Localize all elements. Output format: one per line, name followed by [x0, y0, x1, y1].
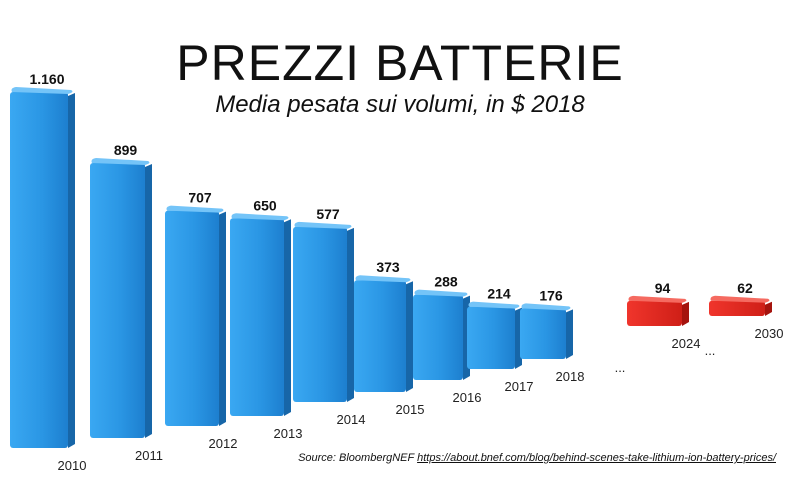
category-label-2015: 2015	[396, 402, 425, 417]
category-label-2014: 2014	[337, 412, 366, 427]
bar-front-face	[709, 300, 765, 316]
bar-side-face	[284, 219, 291, 416]
category-label-2012: 2012	[209, 436, 238, 451]
gap-marker: ...	[705, 343, 716, 358]
bar-front-face	[354, 280, 406, 392]
bar-top-cap	[231, 213, 289, 221]
bar-top-cap	[166, 205, 224, 213]
value-label-2015: 373	[376, 259, 400, 275]
bar-front-face	[10, 92, 68, 448]
bar-top-cap	[11, 87, 73, 94]
bar-top-cap	[710, 295, 770, 303]
category-label-2030: 2030	[755, 326, 784, 341]
category-label-2016: 2016	[453, 390, 482, 405]
value-label-2012: 707	[188, 190, 212, 206]
bar-front-face	[293, 226, 347, 402]
value-label-2010: 1.160	[29, 71, 64, 87]
category-label-2024: 2024	[672, 336, 701, 351]
source-prefix: Source: BloombergNEF	[298, 452, 415, 464]
bar-side-face	[145, 164, 152, 438]
bar-2011	[90, 158, 152, 438]
value-label-2024: 94	[655, 280, 671, 296]
bars-group: 1.160 2010 899 2011 707 2012 650 2013 577 2014 373…	[10, 71, 783, 473]
bar-2014	[293, 221, 354, 402]
chart-title: PREZZI BATTERIE	[176, 35, 624, 91]
source-link[interactable]: https://about.bnef.com/blog/behind-scene…	[417, 452, 776, 464]
bar-top-cap	[414, 289, 468, 297]
bar-side-face	[566, 309, 573, 359]
bar-front-face	[627, 300, 682, 326]
bar-top-cap	[468, 301, 520, 309]
bar-front-face	[90, 163, 145, 438]
source-note: Source: BloombergNEF https://about.bnef.…	[298, 452, 776, 464]
bar-side-face	[682, 301, 689, 326]
bar-top-cap	[355, 275, 411, 283]
bar-front-face	[413, 294, 463, 380]
bar-side-face	[765, 301, 772, 316]
bar-top-cap	[91, 158, 150, 165]
bar-front-face	[230, 218, 284, 416]
bar-2017	[467, 301, 522, 369]
bar-2018	[520, 303, 573, 359]
value-label-2030: 62	[737, 280, 753, 296]
category-label-2017: 2017	[505, 379, 534, 394]
bar-front-face	[165, 210, 219, 426]
bar-2016	[413, 289, 470, 380]
bar-side-face	[219, 211, 226, 426]
bar-2010	[10, 87, 75, 448]
bar-2024	[627, 295, 689, 326]
value-label-2018: 176	[539, 287, 563, 303]
category-label-2011: 2011	[135, 448, 163, 463]
bar-top-cap	[628, 295, 687, 303]
bar-front-face	[467, 306, 515, 369]
value-label-2017: 214	[487, 286, 511, 302]
bar-2015	[354, 275, 413, 392]
value-label-2013: 650	[253, 197, 277, 213]
value-label-2014: 577	[316, 206, 340, 222]
bar-2012	[165, 205, 226, 426]
bar-front-face	[520, 308, 566, 359]
value-label-2016: 288	[434, 274, 458, 290]
bar-2030	[709, 295, 772, 316]
category-label-2013: 2013	[274, 426, 303, 441]
bar-2013	[230, 213, 291, 416]
bar-side-face	[406, 281, 413, 392]
bar-side-face	[68, 93, 75, 448]
chart-subtitle: Media pesata sui volumi, in $ 2018	[215, 91, 585, 118]
bar-top-cap	[294, 221, 352, 229]
category-label-2018: 2018	[556, 369, 585, 384]
category-label-2010: 2010	[58, 458, 87, 473]
bar-side-face	[347, 227, 354, 402]
bar-top-cap	[521, 303, 571, 311]
value-label-2011: 899	[114, 142, 138, 158]
gap-marker: ...	[615, 360, 626, 375]
